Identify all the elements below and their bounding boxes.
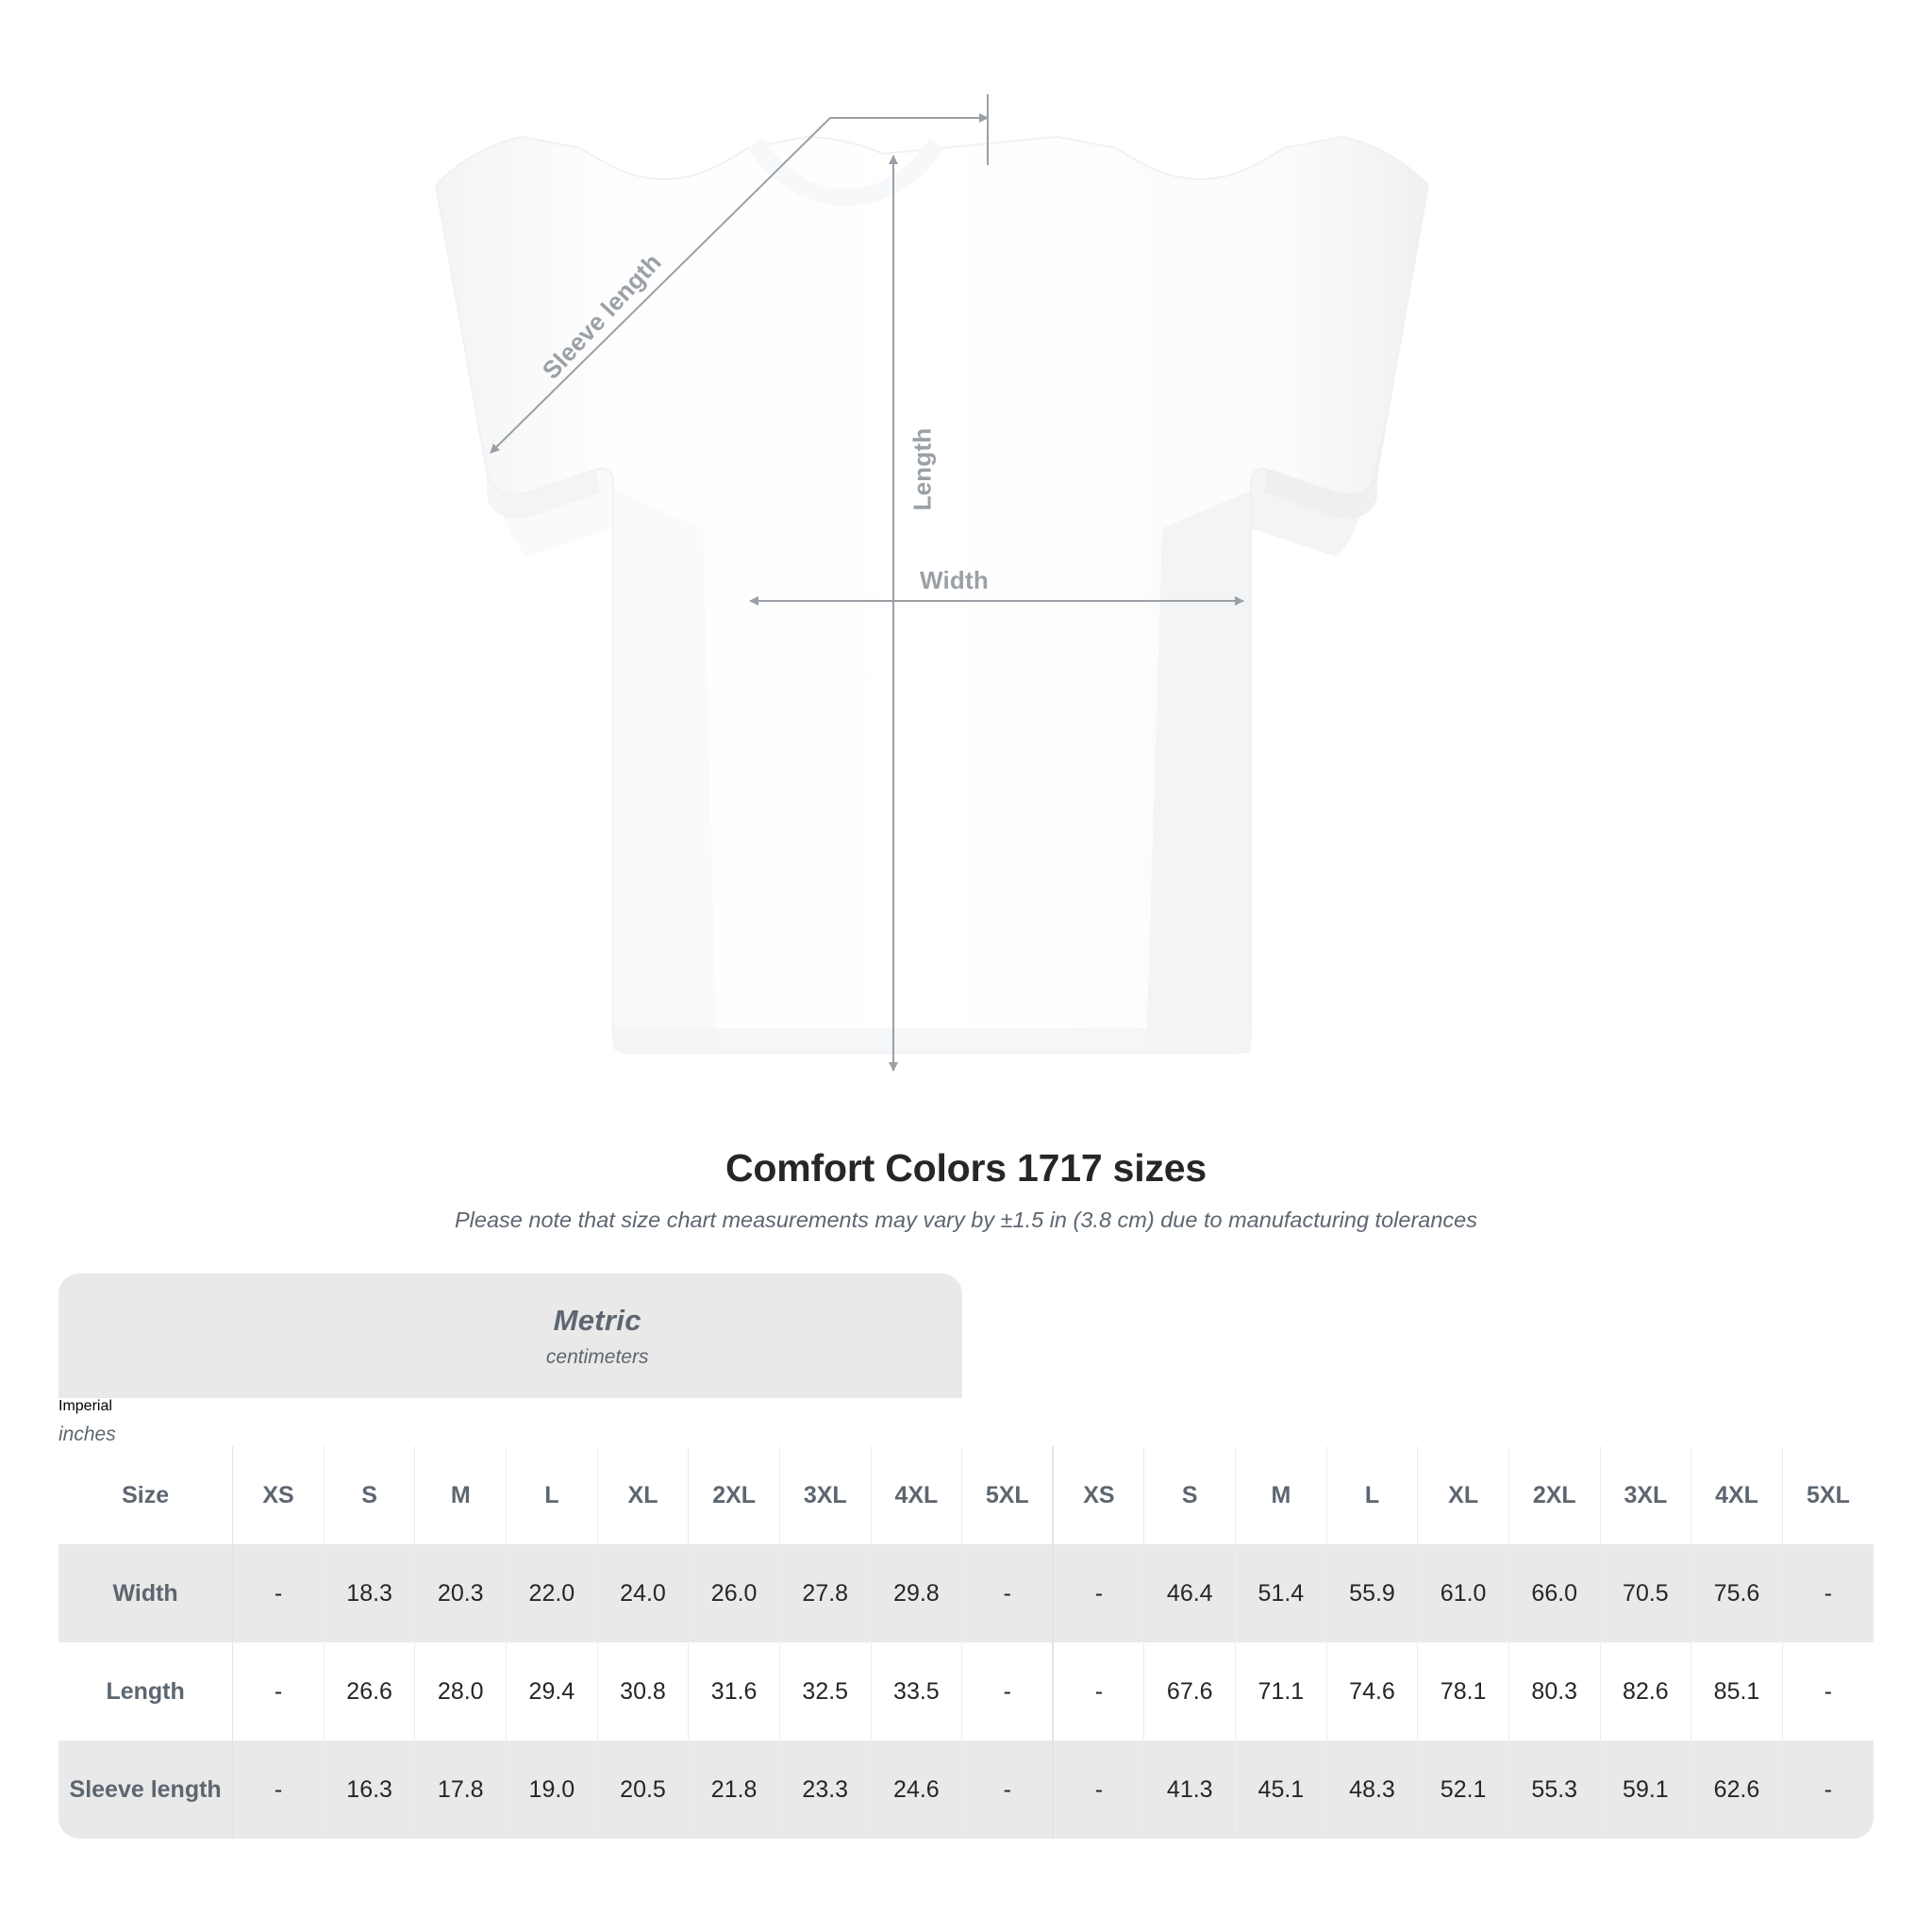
imperial-sub: inches [58, 1424, 116, 1445]
size-header-imperial-s: S [324, 1446, 416, 1544]
size-header-metric-s: S [1143, 1446, 1237, 1544]
size-header-row: Size XS S M L XL 2XL 3XL 4XL 5XL XS S M L XL 2XL 3XL 4XL 5… [58, 1446, 1874, 1544]
unit-header-metric: Metric centimeters [232, 1274, 962, 1398]
cell-length-imperial-xl: 30.8 [597, 1642, 690, 1740]
row-label-length: Length [58, 1642, 234, 1740]
cell-sleeve-length-imperial-3xl: 23.3 [779, 1740, 872, 1839]
size-header-metric-xl: XL [1417, 1446, 1509, 1544]
cell-width-imperial-l: 22.0 [506, 1544, 598, 1642]
cell-length-metric-xs: - [1052, 1642, 1145, 1740]
row-label-width: Width [58, 1544, 234, 1642]
cell-length-metric-2xl: 80.3 [1508, 1642, 1601, 1740]
title-block: Comfort Colors 1717 sizes Please note th… [0, 1146, 1932, 1233]
size-table: Metric centimeters Imperial inches Size XS S M L… [58, 1274, 1874, 1839]
size-header-imperial-l: L [506, 1446, 598, 1544]
cell-sleeve-length-metric-s: 41.3 [1143, 1740, 1237, 1839]
cell-sleeve-length-metric-xl: 52.1 [1417, 1740, 1509, 1839]
page-title: Comfort Colors 1717 sizes [725, 1146, 1207, 1190]
cell-width-imperial-s: 18.3 [324, 1544, 416, 1642]
cell-width-imperial-3xl: 27.8 [779, 1544, 872, 1642]
cell-width-metric-3xl: 70.5 [1600, 1544, 1692, 1642]
cell-sleeve-length-metric-l: 48.3 [1326, 1740, 1419, 1839]
size-header-imperial-m: M [414, 1446, 508, 1544]
size-header-metric-xs: XS [1052, 1446, 1145, 1544]
cell-width-metric-5xl: - [1782, 1544, 1874, 1642]
size-header-metric-l: L [1326, 1446, 1419, 1544]
cell-sleeve-length-metric-4xl: 62.6 [1690, 1740, 1783, 1839]
cell-width-metric-s: 46.4 [1143, 1544, 1237, 1642]
cell-length-metric-4xl: 85.1 [1690, 1642, 1783, 1740]
cell-sleeve-length-metric-2xl: 55.3 [1508, 1740, 1601, 1839]
size-header-imperial-2xl: 2XL [688, 1446, 780, 1544]
unit-header-row: Metric centimeters [58, 1274, 1874, 1398]
size-header-imperial-xl: XL [597, 1446, 690, 1544]
length-label: Length [908, 427, 937, 511]
cell-length-metric-3xl: 82.6 [1600, 1642, 1692, 1740]
size-header-imperial-4xl: 4XL [871, 1446, 963, 1544]
cell-width-metric-4xl: 75.6 [1690, 1544, 1783, 1642]
cell-sleeve-length-imperial-2xl: 21.8 [688, 1740, 780, 1839]
cell-length-metric-l: 74.6 [1326, 1642, 1419, 1740]
row-label-sleeve-length: Sleeve length [58, 1740, 234, 1839]
cell-width-imperial-xs: - [232, 1544, 325, 1642]
cell-sleeve-length-imperial-xs: - [232, 1740, 325, 1839]
table-row: Width -18.3 20.3 22.0 24.0 26.0 27.8 29.8- -46.4… [58, 1544, 1874, 1642]
size-table-wrap: Metric centimeters Imperial inches Size XS S M L… [58, 1274, 1874, 1839]
size-header-imperial-3xl: 3XL [779, 1446, 872, 1544]
cell-length-imperial-l: 29.4 [506, 1642, 598, 1740]
table-row: Sleeve length -16.3 17.8 19.0 20.5 21.8 23.3 24… [58, 1740, 1874, 1839]
cell-length-metric-s: 67.6 [1143, 1642, 1237, 1740]
size-header-metric-2xl: 2XL [1508, 1446, 1601, 1544]
size-header-imperial-xs: XS [232, 1446, 325, 1544]
cell-length-metric-m: 71.1 [1235, 1642, 1327, 1740]
cell-sleeve-length-imperial-l: 19.0 [506, 1740, 598, 1839]
cell-sleeve-length-imperial-5xl: - [961, 1740, 1054, 1839]
cell-width-metric-2xl: 66.0 [1508, 1544, 1601, 1642]
cell-length-imperial-2xl: 31.6 [688, 1642, 780, 1740]
cell-length-imperial-4xl: 33.5 [871, 1642, 963, 1740]
cell-width-imperial-2xl: 26.0 [688, 1544, 780, 1642]
cell-sleeve-length-metric-5xl: - [1782, 1740, 1874, 1839]
size-header-metric-4xl: 4XL [1690, 1446, 1783, 1544]
cell-width-metric-m: 51.4 [1235, 1544, 1327, 1642]
page-subtitle: Please note that size chart measurements… [455, 1208, 1477, 1232]
cell-sleeve-length-imperial-xl: 20.5 [597, 1740, 690, 1839]
size-header-imperial-5xl: 5XL [961, 1446, 1054, 1544]
cell-width-imperial-xl: 24.0 [597, 1544, 690, 1642]
cell-length-metric-5xl: - [1782, 1642, 1874, 1740]
size-header-metric-3xl: 3XL [1600, 1446, 1692, 1544]
cell-sleeve-length-imperial-m: 17.8 [414, 1740, 508, 1839]
size-header-metric-5xl: 5XL [1782, 1446, 1874, 1544]
cell-length-imperial-xs: - [232, 1642, 325, 1740]
cell-width-metric-xl: 61.0 [1417, 1544, 1509, 1642]
cell-length-metric-xl: 78.1 [1417, 1642, 1509, 1740]
cell-length-imperial-m: 28.0 [414, 1642, 508, 1740]
cell-length-imperial-5xl: - [961, 1642, 1054, 1740]
cell-width-imperial-4xl: 29.8 [871, 1544, 963, 1642]
tshirt-diagram: Sleeve length Length Width [434, 94, 1430, 1072]
cell-sleeve-length-imperial-s: 16.3 [324, 1740, 416, 1839]
cell-width-imperial-5xl: - [961, 1544, 1054, 1642]
cell-width-metric-l: 55.9 [1326, 1544, 1419, 1642]
size-header-label: Size [58, 1446, 234, 1544]
cell-length-imperial-3xl: 32.5 [779, 1642, 872, 1740]
cell-length-imperial-s: 26.6 [324, 1642, 416, 1740]
cell-sleeve-length-metric-3xl: 59.1 [1600, 1740, 1692, 1839]
cell-sleeve-length-imperial-4xl: 24.6 [871, 1740, 963, 1839]
cell-sleeve-length-metric-m: 45.1 [1235, 1740, 1327, 1839]
cell-width-metric-xs: - [1052, 1544, 1145, 1642]
cell-sleeve-length-metric-xs: - [1052, 1740, 1145, 1839]
cell-width-imperial-m: 20.3 [414, 1544, 508, 1642]
sleeve-length-line [490, 113, 989, 454]
table-row: Length -26.6 28.0 29.4 30.8 31.6 32.5 33.5- -67.… [58, 1642, 1874, 1740]
unit-spacer [58, 1274, 233, 1398]
size-header-metric-m: M [1235, 1446, 1327, 1544]
width-label: Width [920, 566, 989, 594]
metric-name: Metric [553, 1303, 641, 1337]
metric-sub: centimeters [545, 1345, 649, 1368]
measurement-lines [490, 94, 1244, 1072]
